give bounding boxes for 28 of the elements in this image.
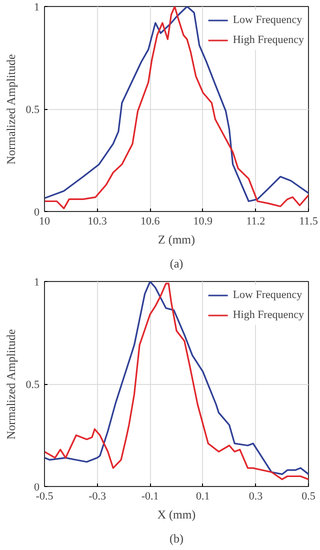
x-tick-label: -0.1 [141, 490, 159, 502]
y-axis-title: Normalized Amplitude [4, 329, 18, 440]
y-tick-label: 0 [34, 482, 40, 494]
legend-label: Low Frequency [232, 289, 302, 301]
y-tick-label: 0.5 [26, 379, 40, 391]
x-tick-label: 10.9 [193, 216, 214, 228]
x-tick-label: -0.3 [88, 490, 107, 502]
x-axis-title: Z (mm) [158, 232, 196, 246]
y-axis-title: Normalized Amplitude [4, 54, 18, 164]
x-tick-label: 10.3 [88, 216, 108, 228]
text: (b) [170, 532, 184, 546]
y-tick-label: 0 [34, 206, 40, 218]
text: (a) [170, 256, 184, 270]
x-tick-label: 10 [39, 216, 50, 228]
y-tick-label: 0.5 [26, 104, 40, 116]
y-tick-label: 1 [34, 276, 40, 288]
x-tick-label: 10.6 [140, 216, 160, 228]
x-tick-label: 0.5 [302, 490, 316, 502]
x-tick-label: 11.2 [246, 216, 266, 228]
legend-label: High Frequency [232, 34, 304, 46]
x-axis-title: X (mm) [157, 508, 196, 522]
legend-label: High Frequency [232, 309, 304, 321]
x-tick-label: 0.3 [248, 490, 264, 502]
x-tick-label: 11.5 [299, 216, 318, 228]
x-tick-label: 0.1 [196, 490, 210, 502]
x-tick-label: -0.5 [36, 490, 54, 502]
y-tick-label: 1 [34, 2, 40, 14]
legend-label: Low Frequency [232, 14, 302, 26]
